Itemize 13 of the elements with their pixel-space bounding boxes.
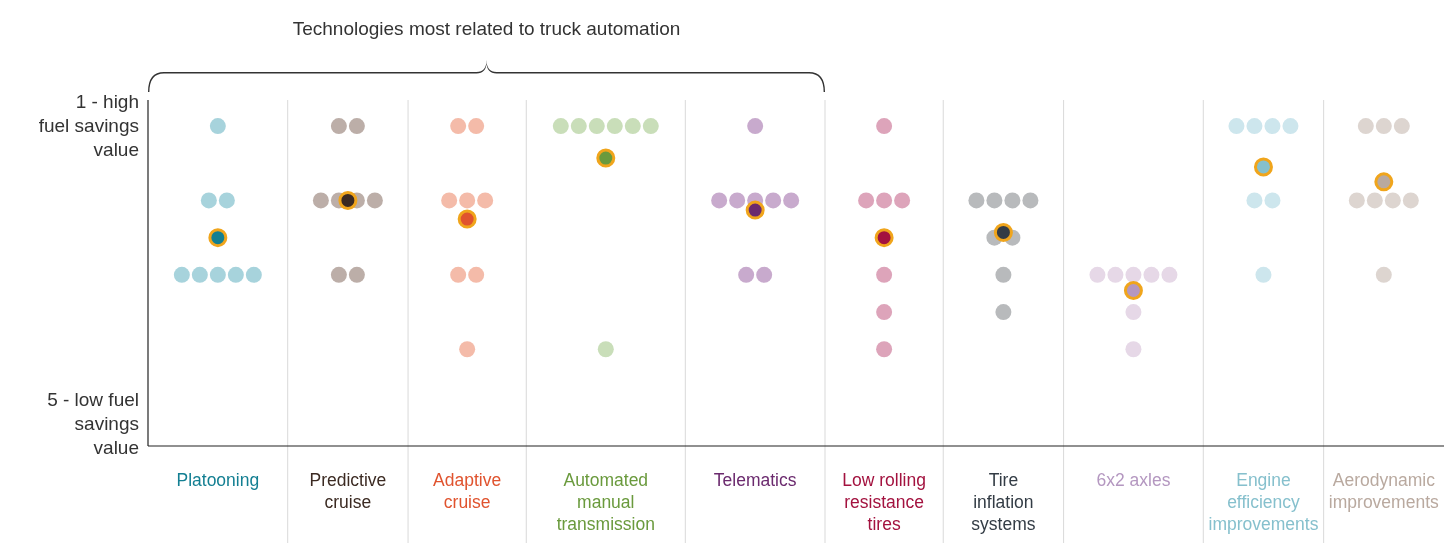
text: Technologies most related to truck automation xyxy=(292,18,681,39)
x-tick-label: Low rolling resistance tires xyxy=(842,470,926,534)
x-tick-label: Telematics xyxy=(713,470,797,490)
x-tick-label: Aerodynamic improvements xyxy=(1328,470,1440,512)
x-tick-label: Adaptive cruise xyxy=(433,470,502,512)
x-tick-label: Automated manual transmission xyxy=(556,470,655,534)
x-tick-label: Predictive cruise xyxy=(309,470,387,512)
x-tick-label: Tire inflation systems xyxy=(971,470,1036,534)
x-tick-label: 6x2 axles xyxy=(1096,470,1171,490)
y-tick-label: 1 - high fuel savings value xyxy=(38,91,139,161)
x-tick-label: Platooning xyxy=(176,470,260,490)
y-tick-label: 5 - low fuel savings value xyxy=(47,388,139,458)
x-tick-label: Engine efficiency improvements xyxy=(1208,470,1319,534)
